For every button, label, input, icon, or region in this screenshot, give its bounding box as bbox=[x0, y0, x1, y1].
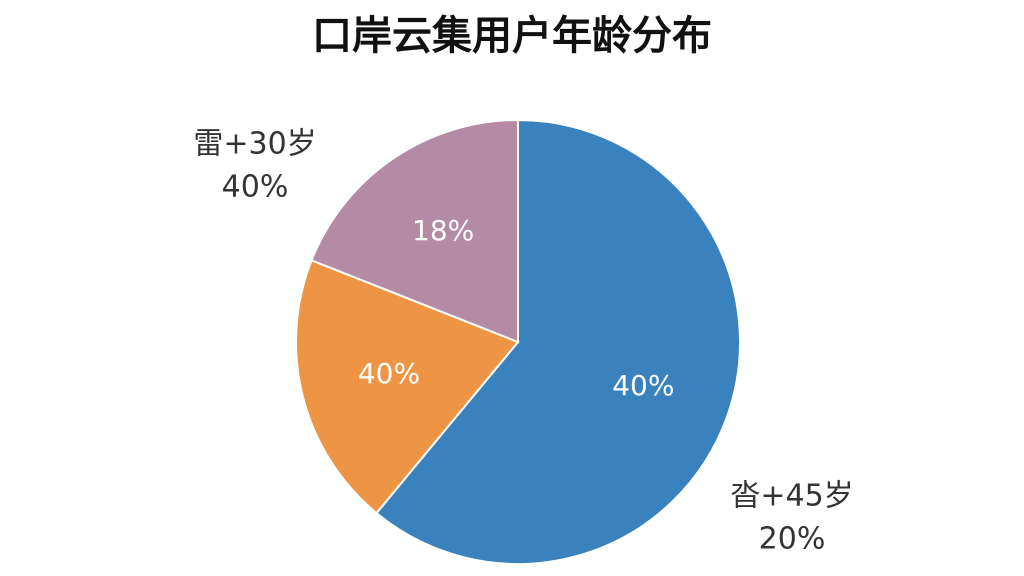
pie-slice bbox=[375, 118, 741, 565]
chart-title: 口岸云集用户年龄分布 bbox=[312, 13, 712, 59]
slice-label: 18% bbox=[412, 214, 474, 247]
slice-label: 40% bbox=[612, 369, 674, 402]
outer-label: 40% bbox=[222, 170, 289, 205]
outer-label: 沓+45岁 bbox=[730, 479, 853, 514]
outer-label: 20% bbox=[759, 522, 826, 557]
pie-slice bbox=[310, 118, 519, 344]
slice-label: 40% bbox=[358, 357, 420, 390]
outer-label: 雷+30岁 bbox=[193, 127, 316, 162]
pie-slice bbox=[295, 258, 520, 515]
